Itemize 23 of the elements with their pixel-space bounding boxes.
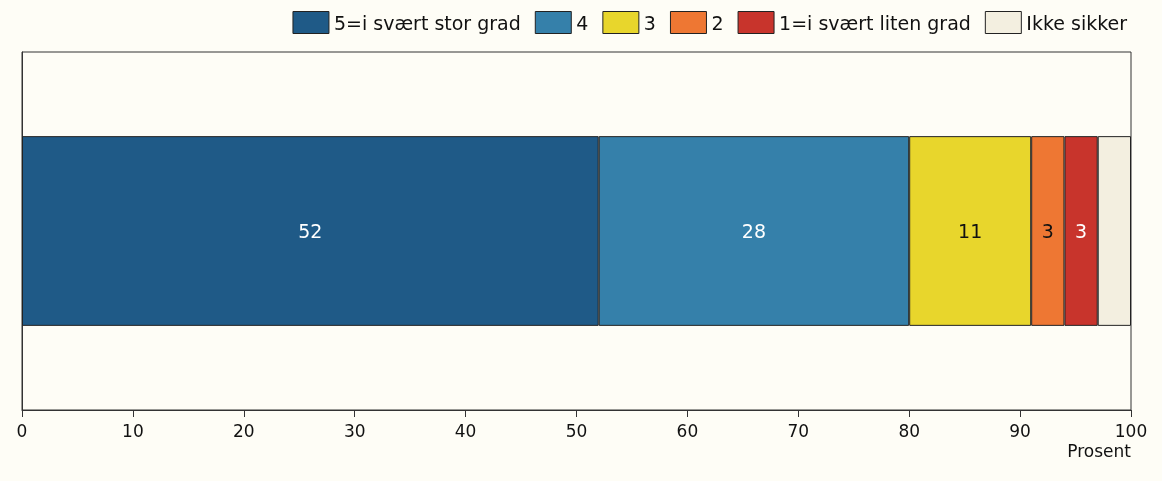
x-tick-label: 60: [676, 420, 699, 441]
legend-label: 1=i svært liten grad: [779, 11, 971, 34]
x-tick-label: 20: [232, 420, 255, 441]
data-label: 11: [958, 220, 983, 242]
data-label: 52: [298, 220, 323, 242]
data-label: 3: [1075, 220, 1088, 242]
x-tick-label: 10: [122, 420, 144, 441]
x-tick-label: 70: [787, 420, 810, 441]
x-tick-label: 0: [16, 420, 28, 441]
legend-label: Ikke sikker: [1026, 11, 1128, 34]
data-label: 28: [741, 220, 767, 242]
x-tick-label: 50: [565, 420, 588, 441]
x-tick-label: 80: [898, 420, 921, 441]
x-tick-label: 40: [454, 420, 477, 441]
x-tick-label: 90: [1009, 420, 1031, 441]
x-tick-label: 30: [343, 420, 366, 441]
legend-label: 2: [711, 11, 724, 34]
data-label: 3: [1041, 220, 1054, 242]
x-tick-label: 100: [1114, 420, 1148, 441]
legend-label: 4: [576, 11, 589, 34]
legend-label: 5=i svært stor grad: [333, 11, 521, 34]
legend-label: 3: [643, 11, 656, 34]
x-axis-title: Prosent: [1067, 440, 1132, 461]
